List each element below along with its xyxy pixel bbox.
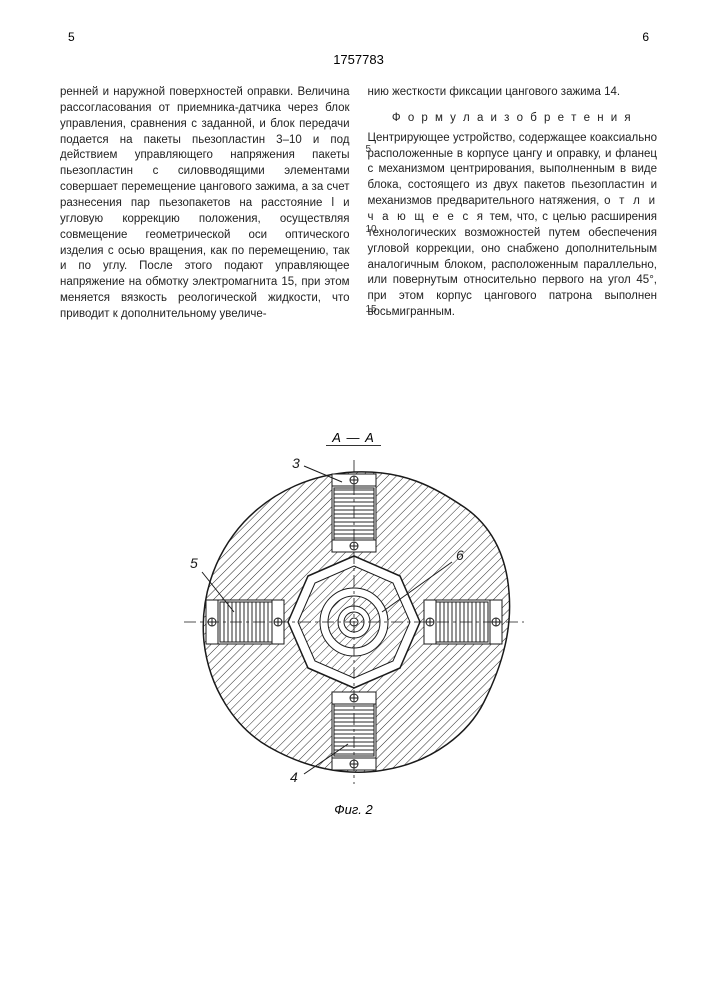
line-number-5: 5	[366, 143, 372, 157]
page-num-left: 5	[68, 30, 75, 44]
label-3: 3	[292, 455, 300, 471]
page-num-right: 6	[642, 30, 649, 44]
left-paragraph-1: ренней и наружной поверхностей оправки. …	[60, 85, 350, 323]
line-number-10: 10	[366, 223, 377, 237]
label-6: 6	[456, 547, 464, 563]
label-5: 5	[190, 555, 198, 571]
right-paragraph-1: нию жесткости фиксации цангового зажима …	[368, 85, 658, 101]
figure-2: А — А	[0, 430, 707, 817]
section-label: А — А	[326, 430, 381, 446]
left-column: ренней и наружной поверхностей оправки. …	[60, 85, 350, 329]
formula-title: Ф о р м у л а и з о б р е т е н и я	[368, 111, 658, 127]
figure-caption: Фиг. 2	[334, 802, 372, 817]
right-paragraph-2: Центрирующее устройство, содержащее коак…	[368, 131, 658, 321]
right-column: 5 10 15 нию жесткости фиксации цангового…	[368, 85, 658, 329]
line-number-15: 15	[366, 303, 377, 317]
document-number: 1757783	[60, 52, 657, 67]
label-4: 4	[290, 769, 298, 785]
figure-svg: 3 5 6 4	[174, 452, 534, 792]
